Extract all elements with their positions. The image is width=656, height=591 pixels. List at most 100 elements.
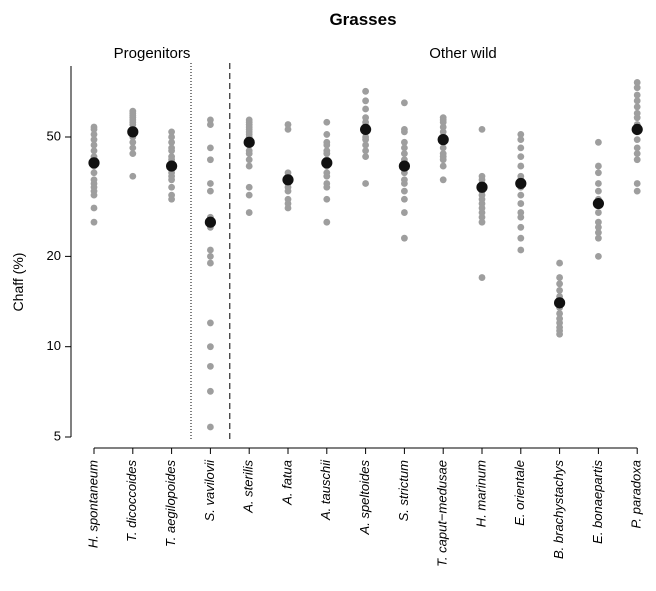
data-point <box>207 144 214 152</box>
data-point <box>595 234 602 242</box>
data-point <box>362 97 369 105</box>
data-point <box>90 123 98 131</box>
data-point <box>439 128 447 136</box>
data-point <box>323 218 331 226</box>
data-point <box>245 156 253 164</box>
plot-area: 5 10 20 50 H. spontaneum T. dicoccoides T. aeg… <box>47 63 644 567</box>
data-point <box>207 187 214 195</box>
data-point <box>633 144 641 152</box>
group-label-progenitors: Progenitors <box>114 45 191 62</box>
data-point <box>323 138 331 146</box>
data-point <box>90 176 98 184</box>
data-point <box>362 153 369 161</box>
data-point <box>168 183 176 191</box>
mean-point <box>88 157 100 169</box>
data-point <box>168 128 176 136</box>
data-point <box>245 162 253 170</box>
data-point <box>633 187 641 195</box>
data-point <box>207 387 214 395</box>
data-point <box>284 126 292 133</box>
data-point <box>90 204 98 212</box>
data-point <box>595 169 602 177</box>
data-point <box>478 274 486 281</box>
data-point <box>207 319 214 327</box>
data-point <box>207 121 214 128</box>
x-tick-label: S. strictum <box>396 460 411 522</box>
data-point <box>556 280 563 288</box>
data-point <box>401 209 408 216</box>
data-point <box>517 209 525 216</box>
y-tick-label: 20 <box>47 248 61 263</box>
data-point <box>633 156 641 164</box>
data-point <box>401 99 408 107</box>
data-point <box>207 180 214 187</box>
data-point <box>595 180 602 187</box>
data-point <box>517 200 525 207</box>
data-point <box>284 195 292 203</box>
data-point <box>323 147 331 155</box>
data-point <box>207 252 214 260</box>
data-point <box>90 131 98 138</box>
y-tick-label: 50 <box>47 128 61 143</box>
data-point <box>439 150 447 158</box>
data-point <box>90 141 98 149</box>
data-point <box>362 87 369 95</box>
data-point <box>245 147 253 155</box>
mean-point <box>476 181 488 193</box>
data-point <box>517 131 525 138</box>
data-point <box>517 234 525 242</box>
data-point <box>207 259 214 267</box>
x-tick-label: A. fatua <box>279 460 294 506</box>
x-tick-label: A. sterilis <box>241 460 256 514</box>
mean-point <box>631 123 643 136</box>
data-point <box>90 147 98 155</box>
data-point <box>478 172 486 180</box>
data-point <box>90 218 98 226</box>
data-point <box>245 191 253 199</box>
data-point <box>478 213 486 221</box>
data-point <box>401 144 408 152</box>
chart-title: Grasses <box>329 10 396 29</box>
x-tick-label: E. bonaepartis <box>590 460 605 544</box>
data-point <box>207 246 214 254</box>
data-point <box>595 229 602 237</box>
mean-point <box>204 216 216 228</box>
x-tick-label: S. vavilovii <box>202 459 217 522</box>
data-point <box>517 144 525 152</box>
group-label-other-wild: Other wild <box>429 45 497 62</box>
data-point <box>90 169 98 177</box>
data-point <box>556 287 563 294</box>
data-point <box>401 195 408 203</box>
x-tick-label: T. caput−medusae <box>435 460 450 567</box>
data-point <box>168 133 176 141</box>
data-point <box>168 144 176 152</box>
data-point <box>595 252 602 260</box>
data-point <box>633 84 641 92</box>
mean-point <box>398 160 410 172</box>
data-point <box>323 195 331 203</box>
data-point <box>478 126 486 133</box>
data-point <box>633 103 641 111</box>
data-point <box>168 138 176 146</box>
data-point <box>245 183 253 191</box>
data-point <box>478 218 486 226</box>
data-point <box>284 121 292 128</box>
data-point <box>284 169 292 177</box>
mean-point <box>127 126 139 138</box>
data-point <box>439 114 447 122</box>
data-point <box>323 180 331 187</box>
data-point <box>362 133 369 141</box>
data-point <box>323 131 331 138</box>
data-point <box>362 114 369 122</box>
data-point <box>362 141 369 149</box>
data-point <box>517 136 525 144</box>
data-point <box>556 310 563 317</box>
data-point <box>517 191 525 199</box>
data-point <box>401 187 408 195</box>
data-point <box>323 169 331 177</box>
data-point <box>595 218 602 226</box>
data-point <box>129 172 137 180</box>
y-axis-label: Chaff (%) <box>10 253 26 312</box>
data-point <box>362 180 369 187</box>
data-point <box>595 187 602 195</box>
